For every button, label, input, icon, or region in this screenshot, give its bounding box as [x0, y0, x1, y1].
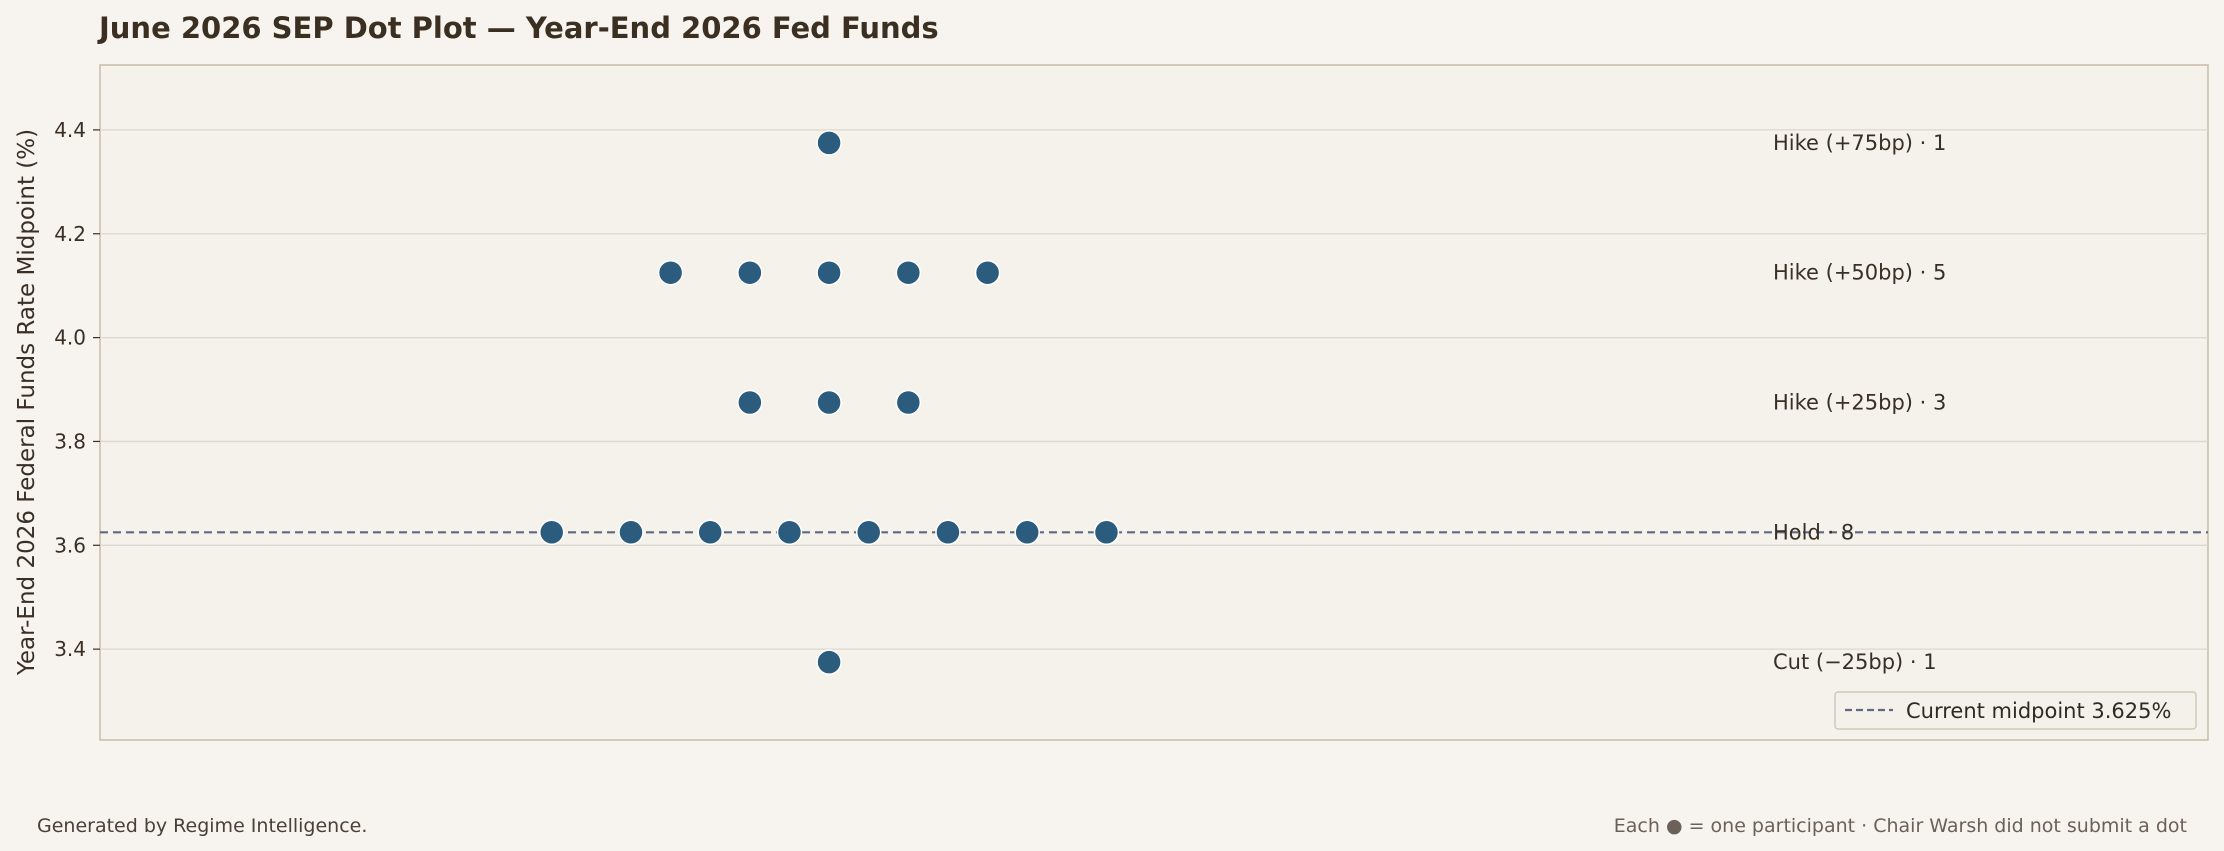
gridlines — [100, 129, 2208, 650]
participant-dot — [737, 389, 763, 416]
participant-dot — [657, 259, 684, 286]
level-annotation: Hike (+50bp) · 5 — [1773, 261, 1946, 285]
participant-dot — [737, 259, 763, 286]
level-annotation: Cut (−25bp) · 1 — [1773, 650, 1937, 674]
legend: Current midpoint 3.625% — [1834, 691, 2197, 730]
y-tick-label: 4.4 — [54, 118, 86, 142]
participant-dot — [895, 259, 922, 286]
footer-credit: Generated by Regime Intelligence. — [37, 815, 367, 837]
legend-entry-current-midpoint: Current midpoint 3.625% — [1906, 699, 2171, 723]
y-tick-label: 4.0 — [54, 326, 86, 350]
y-tick-label: 3.8 — [54, 429, 86, 453]
level-annotation: Hike (+25bp) · 3 — [1773, 391, 1946, 415]
participant-dot — [816, 259, 842, 286]
participant-dot — [816, 649, 842, 675]
participant-dots — [538, 130, 1120, 675]
participant-dot — [776, 519, 803, 546]
footer-note: Each ● = one participant · Chair Warsh d… — [1614, 815, 2187, 837]
y-axis-label: Year-End 2026 Federal Funds Rate Midpoin… — [14, 129, 40, 676]
level-annotation: Hold · 8 — [1773, 520, 1854, 544]
participant-dot — [974, 259, 1001, 286]
participant-dot — [895, 389, 922, 416]
y-tick-label: 3.4 — [54, 637, 86, 661]
y-tick-label: 4.2 — [54, 222, 86, 246]
participant-dot — [816, 130, 842, 156]
participant-dot — [816, 389, 842, 416]
legend-box — [1834, 691, 2197, 730]
chart-title: June 2026 SEP Dot Plot — Year-End 2026 F… — [97, 11, 939, 45]
participant-dot — [1014, 519, 1040, 546]
participant-dot — [697, 519, 723, 546]
participant-dot — [935, 519, 961, 546]
participant-dot — [538, 519, 565, 546]
y-tick-label: 3.6 — [54, 533, 86, 557]
participant-dot — [855, 519, 882, 546]
plot-area — [99, 64, 2209, 741]
level-annotation: Hike (+75bp) · 1 — [1773, 131, 1946, 155]
y-axis-ticks: 3.4 3.6 3.8 4.0 4.2 4.4 — [54, 118, 100, 661]
participant-dot — [1093, 519, 1120, 546]
level-annotations: Hike (+75bp) · 1 Hike (+50bp) · 5 Hike (+2… — [1773, 131, 1946, 674]
participant-dot — [618, 519, 644, 546]
